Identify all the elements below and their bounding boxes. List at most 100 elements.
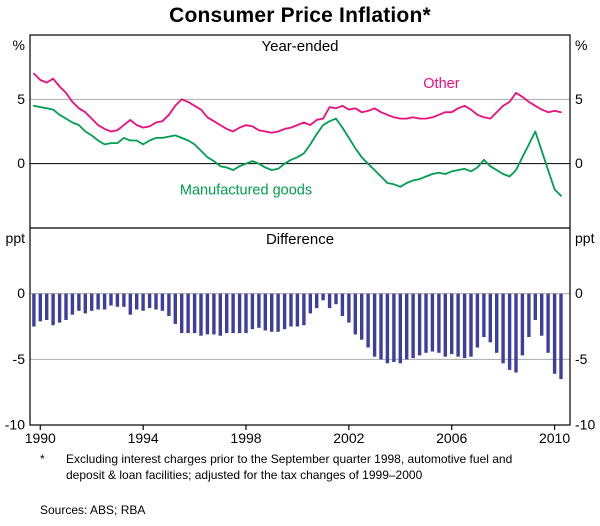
y-tick-label-left: -10 xyxy=(5,417,25,433)
difference-bar xyxy=(501,293,505,364)
difference-bar xyxy=(276,293,280,332)
difference-bar xyxy=(154,293,158,310)
difference-bar xyxy=(450,293,454,355)
difference-bar xyxy=(488,293,492,343)
difference-bar xyxy=(546,293,550,353)
difference-bar xyxy=(321,293,325,301)
difference-bar xyxy=(186,293,190,334)
panel-title: Year-ended xyxy=(261,38,338,55)
y-tick-label-right: -10 xyxy=(575,417,595,433)
difference-bar xyxy=(218,293,222,336)
difference-bar xyxy=(533,293,537,320)
difference-bar xyxy=(347,293,351,323)
difference-bar xyxy=(462,293,467,359)
difference-bar xyxy=(102,293,107,310)
difference-bar xyxy=(64,293,68,320)
difference-bar xyxy=(109,293,113,306)
difference-bar xyxy=(392,293,396,362)
difference-bar xyxy=(379,293,383,360)
difference-bar xyxy=(295,293,300,327)
y-tick-label-right: -5 xyxy=(575,351,588,367)
difference-bar xyxy=(289,293,293,327)
difference-bar xyxy=(160,293,165,311)
difference-bar xyxy=(244,293,248,334)
difference-bar xyxy=(437,293,441,353)
difference-bar xyxy=(270,293,274,332)
x-tick-label: 1994 xyxy=(128,430,159,446)
x-tick-label: 2002 xyxy=(333,430,364,446)
difference-bar xyxy=(237,293,242,334)
y-tick-label-left: -5 xyxy=(13,351,26,367)
difference-bar xyxy=(192,293,197,334)
difference-bar xyxy=(263,293,267,331)
plot-frame xyxy=(29,34,571,426)
footnote-text: Excluding interest charges prior to the … xyxy=(66,452,513,482)
difference-bar xyxy=(51,293,55,326)
difference-bar xyxy=(398,293,402,364)
difference-bar xyxy=(527,293,531,337)
difference-bars xyxy=(32,293,563,380)
difference-bar xyxy=(340,293,345,316)
difference-bar xyxy=(308,293,312,314)
y-axis-unit-right: ppt xyxy=(575,230,595,246)
difference-bar xyxy=(327,293,332,309)
difference-bar xyxy=(70,293,75,315)
difference-bar xyxy=(366,293,370,348)
difference-bar xyxy=(77,293,81,311)
difference-bar xyxy=(38,293,42,322)
y-tick-label-left: 0 xyxy=(17,155,25,171)
difference-bar xyxy=(469,293,473,357)
difference-bar xyxy=(417,293,422,356)
sources-line: Sources: ABS; RBA xyxy=(40,503,146,517)
difference-bar xyxy=(411,293,415,359)
x-tick-label: 1998 xyxy=(230,430,261,446)
chart-title: Consumer Price Inflation* xyxy=(169,4,431,27)
difference-bar xyxy=(231,293,235,334)
difference-bar xyxy=(96,293,100,310)
y-tick-label-right: 0 xyxy=(575,285,583,301)
difference-bar xyxy=(334,293,338,305)
difference-bar xyxy=(173,293,177,324)
difference-bar xyxy=(482,293,486,337)
difference-bar xyxy=(282,293,287,330)
y-tick-label-left: 5 xyxy=(17,91,25,107)
y-axis-unit-left: % xyxy=(13,37,25,53)
difference-bar xyxy=(443,293,447,357)
difference-bar xyxy=(372,293,377,357)
difference-bar xyxy=(122,293,126,307)
x-tick-label: 2010 xyxy=(539,430,570,446)
difference-bar xyxy=(83,293,87,314)
difference-bar xyxy=(147,293,152,309)
y-tick-label-right: 0 xyxy=(575,155,583,171)
difference-bar xyxy=(315,293,319,309)
panel-title: Difference xyxy=(266,231,334,248)
difference-bar xyxy=(115,293,120,307)
footnote: * Excluding interest charges prior to th… xyxy=(40,452,534,483)
difference-bar xyxy=(135,293,139,310)
difference-bar xyxy=(45,293,49,320)
difference-bar xyxy=(205,293,210,335)
difference-bar xyxy=(57,293,62,323)
other-label: Other xyxy=(423,76,459,92)
manufactured-goods-label: Manufactured goods xyxy=(180,183,312,199)
difference-bar xyxy=(475,293,480,348)
other-line xyxy=(33,72,562,134)
difference-bar xyxy=(495,293,499,353)
difference-bar xyxy=(257,293,261,328)
x-tick-label: 2006 xyxy=(436,430,467,446)
x-tick-label: 1990 xyxy=(25,430,56,446)
difference-bar xyxy=(552,293,557,374)
y-tick-label-left: 0 xyxy=(17,285,25,301)
difference-bar xyxy=(353,293,357,335)
difference-bar xyxy=(405,293,409,360)
y-axis-unit-left: ppt xyxy=(6,230,26,246)
footnote-marker: * xyxy=(40,452,45,466)
difference-bar xyxy=(360,293,364,340)
difference-bar xyxy=(141,293,145,311)
y-axis-unit-right: % xyxy=(575,37,587,53)
difference-bar xyxy=(540,293,544,336)
difference-bar xyxy=(520,293,525,356)
difference-bar xyxy=(430,293,435,352)
